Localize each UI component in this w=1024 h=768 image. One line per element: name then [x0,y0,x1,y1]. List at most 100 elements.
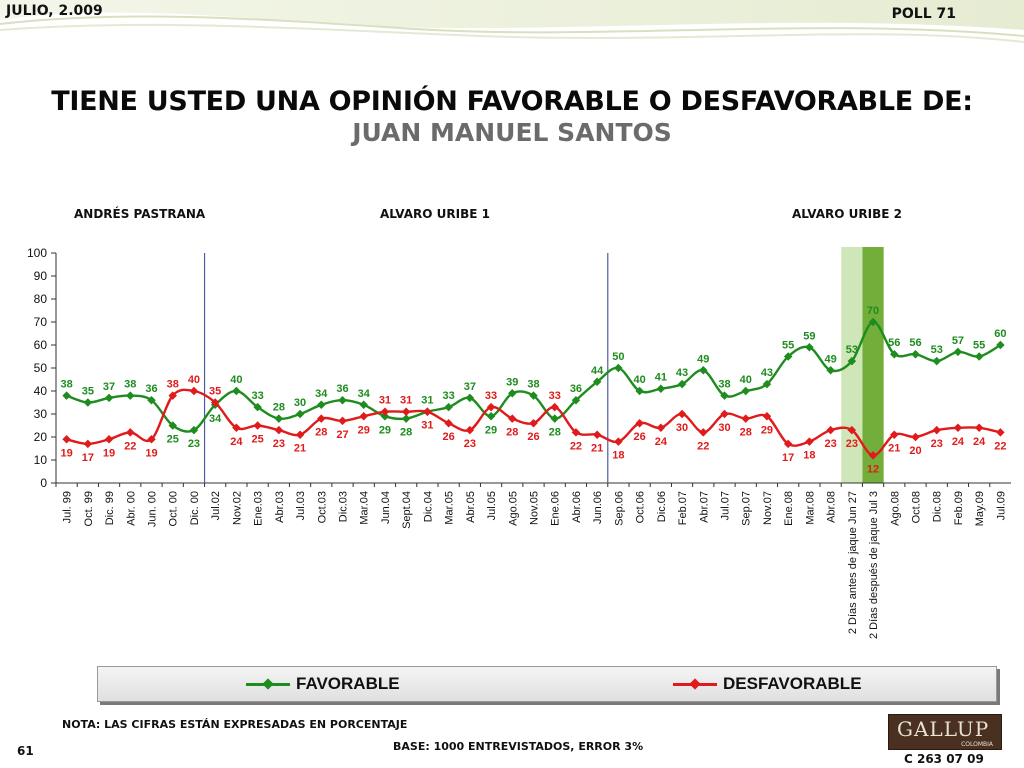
footer-base: BASE: 1000 ENTREVISTADOS, ERROR 3% [393,740,644,753]
data-point-desfavorable [529,418,538,428]
data-label-desfavorable: 24 [952,436,965,448]
data-label-desfavorable: 28 [506,427,518,439]
data-label-favorable: 28 [400,427,412,439]
x-tick-label: Ene.03 [253,491,265,526]
x-tick-label: Nov.05 [529,491,541,525]
data-point-desfavorable [147,435,156,444]
legend-item-desfavorable: DESFAVORABLE [673,674,862,694]
data-label-favorable: 28 [273,402,285,414]
data-point-desfavorable [317,414,326,423]
data-point-desfavorable [295,430,305,439]
data-point-desfavorable [62,435,71,444]
data-point-desfavorable [486,402,496,412]
data-point-favorable [508,389,517,398]
data-point-desfavorable [847,425,857,435]
data-point-desfavorable [911,432,920,442]
data-label-favorable: 34 [209,413,222,425]
data-point-desfavorable [974,423,984,433]
data-point-desfavorable [635,418,644,428]
data-label-desfavorable: 25 [251,434,263,446]
data-point-desfavorable [465,425,475,435]
x-tick-label: Abr.07 [698,491,710,523]
data-label-desfavorable: 29 [761,424,773,436]
x-tick-label: Mar.04 [359,491,371,525]
data-label-desfavorable: 31 [379,395,391,407]
data-point-desfavorable [592,430,602,439]
chart-title: TIENE USTED UNA OPINIÓN FAVORABLE O DESF… [51,86,973,117]
data-point-favorable [826,366,835,375]
period-label-uribe-1: ALVARO URIBE 1 [380,207,490,221]
data-label-desfavorable: 26 [633,431,645,443]
data-label-favorable: 41 [655,372,667,384]
data-point-favorable [317,400,326,410]
data-label-desfavorable: 23 [464,438,476,450]
data-point-favorable [104,393,114,403]
data-label-favorable: 55 [973,340,985,352]
data-point-favorable [465,393,475,403]
data-label-favorable: 57 [952,335,964,347]
x-tick-label: Mar.08 [804,491,816,525]
logo-subtext: COLOMBIA [961,741,993,748]
y-tick-label: 30 [34,407,48,421]
data-point-favorable [232,386,241,396]
data-point-desfavorable [720,409,729,419]
data-point-favorable [444,402,453,412]
data-label-desfavorable: 19 [60,447,72,459]
x-tick-label: Nov.07 [762,491,774,525]
x-tick-label: Abr.06 [571,491,583,523]
data-point-favorable [168,421,177,430]
x-tick-label: Ene.08 [783,491,795,526]
data-label-favorable: 25 [167,434,179,446]
data-label-desfavorable: 22 [994,440,1006,452]
data-point-desfavorable [741,414,750,423]
line-chart: 0 10 20 30 40 50 60 70 80 90 100 Jul. 99 Oct. 99 Dic.… [27,246,1011,639]
period-label-pastrana: ANDRÉS PASTRANA [74,207,206,221]
data-label-favorable: 36 [145,383,157,395]
data-point-favorable [890,349,899,359]
data-point-desfavorable [401,407,411,416]
x-tick-label: Oct.03 [316,491,328,523]
gallup-logo: GALLUP COLOMBIA [888,714,1002,750]
data-point-desfavorable [996,428,1005,437]
data-label-desfavorable: 23 [824,438,836,450]
data-label-favorable: 49 [697,353,709,365]
data-label-favorable: 38 [527,379,539,391]
data-label-desfavorable: 24 [655,436,668,448]
x-tick-label: Oct.08 [911,491,923,523]
data-label-desfavorable: 31 [400,395,412,407]
x-tick-label: Oct. 00 [168,491,180,526]
data-point-favorable [805,343,814,352]
data-label-favorable: 30 [294,397,306,409]
x-tick-label: Ago.05 [507,491,519,526]
x-tick-label: Sep.07 [741,491,753,526]
chart-subtitle: JUAN MANUEL SANTOS [352,118,672,147]
footer-note: NOTA: LAS CIFRAS ESTÁN EXPRESADAS EN POR… [62,718,408,731]
data-label-desfavorable: 24 [230,436,243,448]
period-label-uribe-2: ALVARO URIBE 2 [792,207,902,221]
data-point-favorable [847,356,857,366]
data-point-favorable [592,377,602,387]
data-label-desfavorable: 33 [485,390,497,402]
data-label-desfavorable: 28 [740,427,752,439]
data-point-favorable [614,363,623,373]
data-label-favorable: 59 [803,330,815,342]
x-tick-label: Abr. 00 [125,491,137,526]
data-label-desfavorable: 12 [867,463,879,475]
data-point-favorable [529,391,538,400]
data-point-favorable [783,352,793,361]
logo-text: GALLUP [897,717,990,741]
data-label-favorable: 34 [358,388,371,400]
data-label-desfavorable: 30 [718,422,730,434]
page-number: 61 [17,744,34,758]
data-label-favorable: 44 [591,365,604,377]
data-label-desfavorable: 40 [188,374,200,386]
data-label-favorable: 40 [740,374,752,386]
x-tick-label: Jun.04 [380,491,392,524]
data-point-desfavorable [677,409,687,419]
x-tick-label: Oct.06 [635,491,647,523]
x-tick-label: Jul.05 [486,491,498,520]
data-label-desfavorable: 31 [421,420,433,432]
data-label-desfavorable: 17 [782,452,794,464]
data-label-desfavorable: 23 [846,438,858,450]
data-point-desfavorable [83,439,93,449]
